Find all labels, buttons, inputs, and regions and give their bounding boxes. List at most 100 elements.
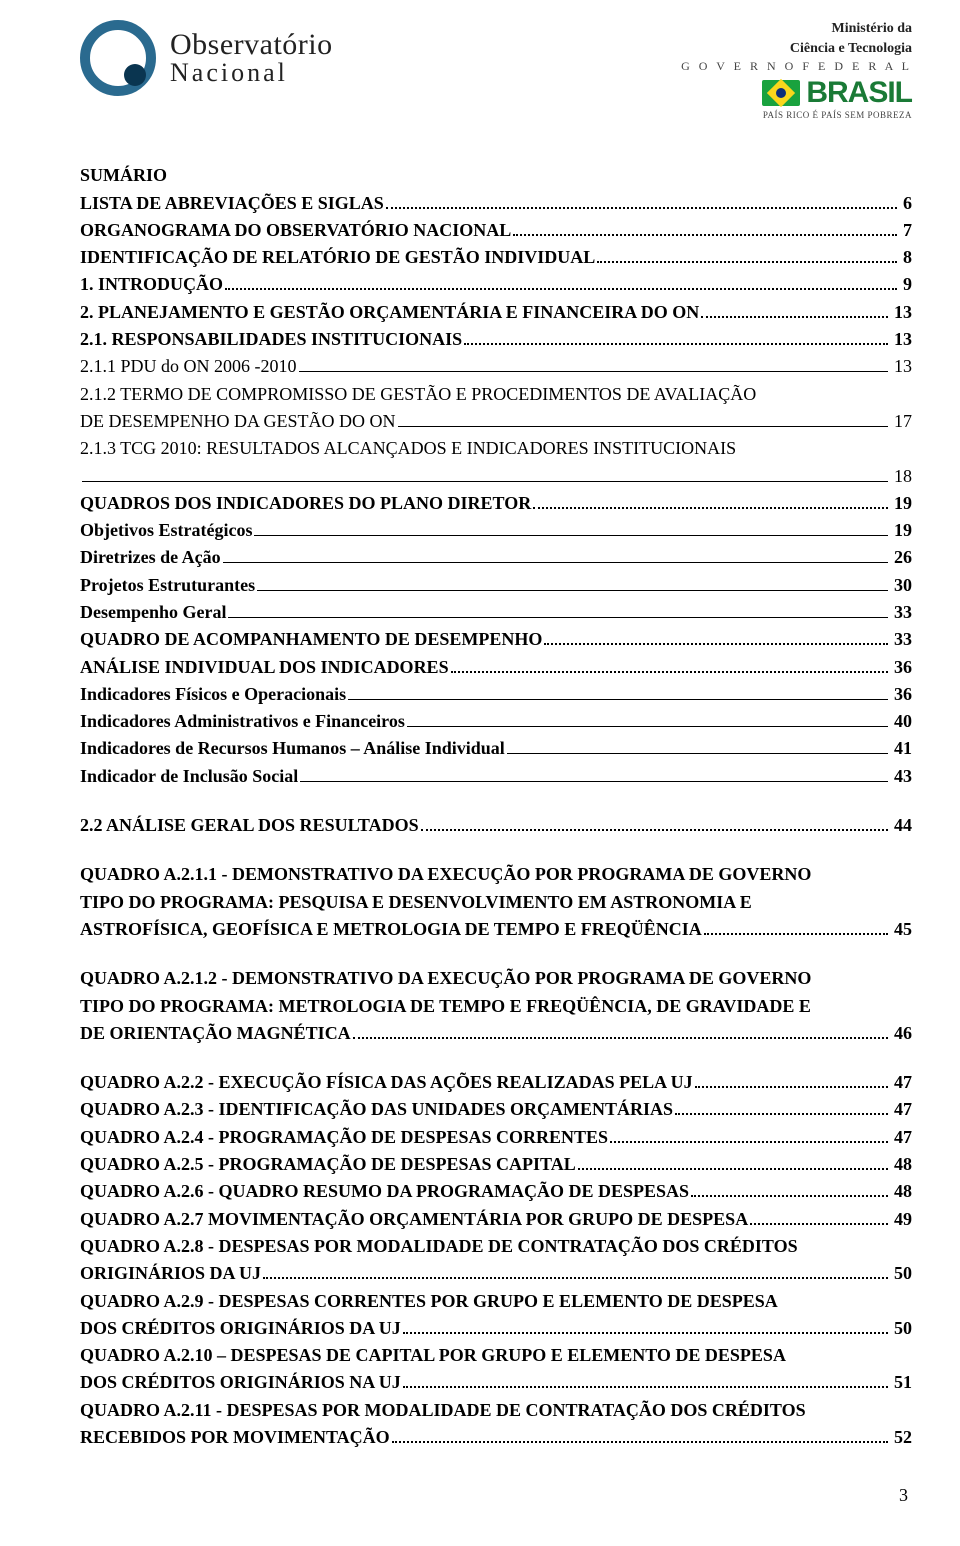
toc-entry-label: Objetivos Estratégicos: [80, 518, 252, 542]
toc-entry-label: QUADRO A.2.6 - QUADRO RESUMO DA PROGRAMA…: [80, 1179, 689, 1203]
toc-entry-label: DOS CRÉDITOS ORIGINÁRIOS NA UJ: [80, 1370, 401, 1394]
toc-entry: Indicador de Inclusão Social43: [80, 764, 912, 788]
toc-spacer: [80, 944, 912, 966]
toc-entry: 2.1. RESPONSABILIDADES INSTITUCIONAIS 13: [80, 327, 912, 351]
toc-entry-page: 17: [890, 409, 912, 433]
logo-observatorio: Observatório Nacional: [80, 20, 333, 96]
toc-entry-label: DE ORIENTAÇÃO MAGNÉTICA: [80, 1021, 351, 1045]
toc-entry-label: QUADRO A.2.11 - DESPESAS POR MODALIDADE …: [80, 1398, 806, 1422]
toc-entry: DOS CRÉDITOS ORIGINÁRIOS NA UJ 51: [80, 1370, 912, 1394]
toc-entry: QUADRO A.2.3 - IDENTIFICAÇÃO DAS UNIDADE…: [80, 1097, 912, 1121]
slogan: PAÍS RICO É PAÍS SEM POBREZA: [681, 110, 912, 121]
toc-entry: QUADRO A.2.11 - DESPESAS POR MODALIDADE …: [80, 1398, 912, 1422]
toc-entry-page: 50: [890, 1316, 912, 1340]
toc-entry-label: DE DESEMPENHO DA GESTÃO DO ON: [80, 409, 396, 433]
toc-entry: Diretrizes de Ação 26: [80, 545, 912, 569]
toc-entry: 2.1.3 TCG 2010: RESULTADOS ALCANÇADOS E …: [80, 436, 912, 460]
dotted-leader: [701, 316, 888, 318]
toc-entry-page: 7: [899, 218, 912, 242]
toc-entry-page: 45: [890, 917, 912, 941]
toc-entry-label: QUADRO A.2.4 - PROGRAMAÇÃO DE DESPESAS C…: [80, 1125, 608, 1149]
dotted-leader: [544, 643, 888, 645]
dotted-leader: [386, 207, 897, 209]
toc-entry: 2.1.2 TERMO DE COMPROMISSO DE GESTÃO E P…: [80, 382, 912, 406]
toc-entry: QUADRO A.2.1.1 - DEMONSTRATIVO DA EXECUÇ…: [80, 862, 912, 886]
toc-entry: QUADRO A.2.7 MOVIMENTAÇÃO ORÇAMENTÁRIA P…: [80, 1207, 912, 1231]
dotted-leader: [225, 288, 897, 290]
toc-entry: TIPO DO PROGRAMA: PESQUISA E DESENVOLVIM…: [80, 890, 912, 914]
dotted-leader: [704, 933, 888, 935]
toc-entry-page: 51: [890, 1370, 912, 1394]
toc-entry-label: QUADRO A.2.5 - PROGRAMAÇÃO DE DESPESAS C…: [80, 1152, 576, 1176]
toc-entry-page: 19: [890, 518, 912, 542]
toc-entry: LISTA DE ABREVIAÇÕES E SIGLAS6: [80, 191, 912, 215]
toc-entry: Indicadores de Recursos Humanos – Anális…: [80, 736, 912, 760]
toc-entry-label: IDENTIFICAÇÃO DE RELATÓRIO DE GESTÃO IND…: [80, 245, 595, 269]
toc-entry: ORGANOGRAMA DO OBSERVATÓRIO NACIONAL7: [80, 218, 912, 242]
underline-leader: [348, 699, 888, 700]
toc-entry-label: 2.1. RESPONSABILIDADES INSTITUCIONAIS: [80, 327, 462, 351]
logo-line1: Observatório: [170, 30, 333, 60]
toc-entry-page: 46: [890, 1021, 912, 1045]
dotted-leader: [533, 507, 888, 509]
toc-entry: TIPO DO PROGRAMA: METROLOGIA DE TEMPO E …: [80, 994, 912, 1018]
dotted-leader: [691, 1195, 888, 1197]
toc-spacer: [80, 791, 912, 813]
toc-entry-label: ASTROFÍSICA, GEOFÍSICA E METROLOGIA DE T…: [80, 917, 702, 941]
toc-entry: Indicadores Físicos e Operacionais36: [80, 682, 912, 706]
dotted-leader: [610, 1141, 888, 1143]
dotted-leader: [675, 1113, 888, 1115]
toc-entry: QUADRO A.2.10 – DESPESAS DE CAPITAL POR …: [80, 1343, 912, 1367]
toc-entry-page: 19: [890, 491, 912, 515]
dotted-leader: [695, 1086, 888, 1088]
brasil-flag-icon: [762, 80, 800, 106]
toc-entry-label: Desempenho Geral: [80, 600, 226, 624]
dotted-leader: [403, 1332, 888, 1334]
page-number: 3: [80, 1485, 912, 1506]
toc-spacer: [80, 840, 912, 862]
underline-leader: [257, 590, 888, 591]
toc-entry: Desempenho Geral33: [80, 600, 912, 624]
underline-leader: [223, 562, 888, 563]
logo-text: Observatório Nacional: [170, 30, 333, 86]
brasil-word: BRASIL: [806, 78, 912, 108]
toc-entry-page: 18: [890, 464, 912, 488]
toc-entry-page: 13: [890, 327, 912, 351]
toc-entry-page: 50: [890, 1261, 912, 1285]
dotted-leader: [578, 1168, 888, 1170]
toc-entry-label: Diretrizes de Ação: [80, 545, 221, 569]
brasil-logo: BRASIL: [681, 78, 912, 108]
toc-entry-label: QUADRO A.2.2 - EXECUÇÃO FÍSICA DAS AÇÕES…: [80, 1070, 693, 1094]
toc-entry-label: Indicador de Inclusão Social: [80, 764, 298, 788]
toc-entry-page: 13: [890, 300, 912, 324]
toc-entry-page: 13: [890, 354, 912, 378]
toc-entry: QUADRO A.2.1.2 - DEMONSTRATIVO DA EXECUÇ…: [80, 966, 912, 990]
toc-entry-label: SUMÁRIO: [80, 163, 167, 187]
ministry-line1: Ministério da: [681, 20, 912, 38]
toc-entry-label: 2.1.1 PDU do ON 2006 -2010: [80, 354, 297, 378]
underline-leader: [228, 617, 888, 618]
dotted-leader: [263, 1277, 888, 1279]
toc-entry-label: LISTA DE ABREVIAÇÕES E SIGLAS: [80, 191, 384, 215]
underline-leader: [82, 481, 888, 482]
toc-entry-page: 49: [890, 1207, 912, 1231]
toc-entry: DE ORIENTAÇÃO MAGNÉTICA 46: [80, 1021, 912, 1045]
toc-entry-label: TIPO DO PROGRAMA: PESQUISA E DESENVOLVIM…: [80, 890, 752, 914]
toc-entry-page: 26: [890, 545, 912, 569]
toc-entry-page: 47: [890, 1070, 912, 1094]
toc-entry-label: QUADRO DE ACOMPANHAMENTO DE DESEMPENHO: [80, 627, 542, 651]
toc-entry-page: 47: [890, 1097, 912, 1121]
dotted-leader: [392, 1441, 888, 1443]
page-header: Observatório Nacional Ministério da Ciên…: [80, 20, 912, 121]
toc-entry-label: QUADRO A.2.1.2 - DEMONSTRATIVO DA EXECUÇ…: [80, 966, 811, 990]
toc-entry-label: ANÁLISE INDIVIDUAL DOS INDICADORES: [80, 655, 449, 679]
toc-entry: IDENTIFICAÇÃO DE RELATÓRIO DE GESTÃO IND…: [80, 245, 912, 269]
underline-leader: [300, 781, 888, 782]
toc-entry-page: 44: [890, 813, 912, 837]
toc-entry: QUADRO A.2.6 - QUADRO RESUMO DA PROGRAMA…: [80, 1179, 912, 1203]
toc-entry-label: 1. INTRODUÇÃO: [80, 272, 223, 296]
toc-entry: 18: [80, 464, 912, 488]
toc-entry-label: Indicadores de Recursos Humanos – Anális…: [80, 736, 505, 760]
logo-line2: Nacional: [170, 60, 333, 86]
dotted-leader: [750, 1223, 888, 1225]
